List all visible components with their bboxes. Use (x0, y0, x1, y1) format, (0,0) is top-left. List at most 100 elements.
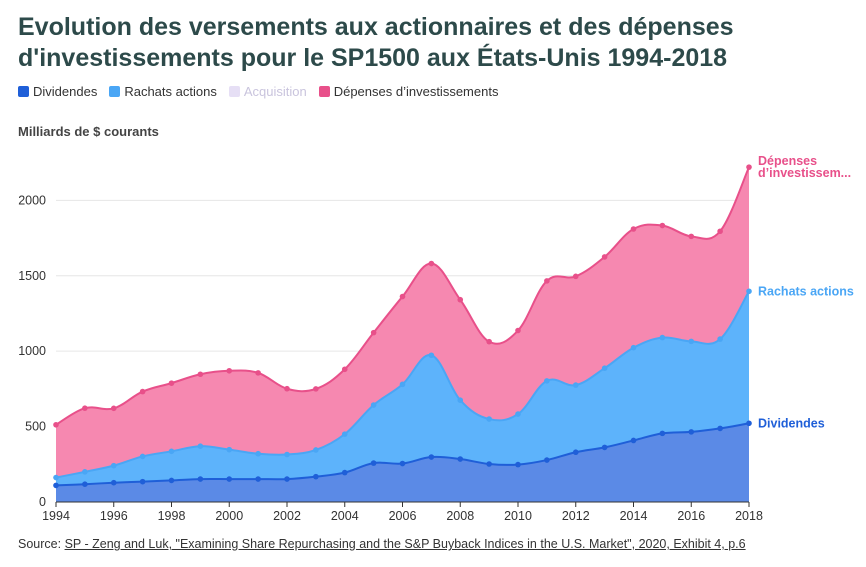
data-point (341, 431, 348, 437)
data-point (746, 420, 752, 427)
data-point (82, 481, 88, 488)
x-tick-label: 2004 (331, 509, 359, 523)
data-point (544, 457, 550, 463)
x-tick-label: 2002 (273, 509, 301, 523)
data-point (82, 469, 88, 475)
x-tick-label: 2016 (677, 509, 705, 523)
x-tick-label: 1996 (100, 509, 128, 523)
data-point (255, 450, 261, 457)
legend: Dividendes Rachats actions Acquisition Dépe… (18, 84, 510, 99)
y-tick-label: 1000 (18, 344, 46, 358)
y-tick-label: 0 (39, 495, 46, 509)
data-point (139, 453, 146, 460)
data-point (746, 288, 752, 295)
data-point (313, 473, 319, 480)
end-label: Dépenses (758, 154, 817, 168)
data-point (428, 352, 435, 359)
data-point (197, 443, 204, 449)
data-point (515, 411, 521, 417)
data-point (428, 260, 435, 267)
area-rachats-actions (56, 291, 749, 502)
data-point (226, 367, 233, 374)
data-point (457, 397, 464, 403)
data-point (53, 421, 59, 428)
data-point (717, 425, 723, 432)
legend-label: Dépenses d’investissements (333, 84, 499, 99)
data-point (313, 386, 319, 392)
data-point (370, 460, 377, 466)
data-point (284, 385, 290, 392)
data-point (572, 449, 579, 456)
data-point (659, 222, 666, 229)
end-label: Dividendes (758, 416, 825, 430)
data-point (255, 370, 261, 376)
data-point (746, 164, 752, 170)
source-link[interactable]: SP - Zeng and Luk, "Examining Share Repu… (64, 537, 746, 551)
legend-swatch (18, 86, 29, 97)
data-point (688, 338, 695, 345)
y-tick-label: 2000 (18, 193, 46, 207)
data-point (399, 293, 406, 300)
x-tick-label: 2006 (389, 509, 417, 523)
data-point (110, 462, 117, 469)
legend-label: Rachats actions (124, 84, 217, 99)
data-point (168, 477, 175, 484)
legend-item-2[interactable]: Acquisition (228, 84, 307, 99)
x-tick-label: 2008 (446, 509, 474, 523)
data-point (717, 228, 723, 235)
x-tick-label: 2014 (620, 509, 648, 523)
data-point (197, 371, 204, 378)
data-point (572, 273, 579, 280)
data-point (659, 334, 666, 341)
chart-title: Evolution des versements aux actionnaire… (18, 13, 734, 72)
legend-label: Acquisition (243, 84, 307, 99)
data-point (515, 461, 521, 468)
data-point (630, 437, 637, 444)
x-tick-label: 2018 (735, 509, 763, 523)
source-note: Source: SP - Zeng and Luk, "Examining Sh… (18, 537, 746, 551)
data-point (630, 226, 637, 232)
data-point (601, 254, 608, 260)
legend-swatch (228, 86, 240, 97)
data-point (457, 456, 464, 462)
data-point (168, 448, 175, 455)
data-point (168, 380, 175, 386)
data-point (457, 296, 464, 303)
data-point (284, 476, 290, 482)
data-point (486, 416, 492, 422)
data-point (284, 451, 290, 458)
data-point (630, 344, 637, 351)
x-tick-label: 2000 (215, 509, 243, 523)
data-point (486, 461, 492, 467)
x-tick-label: 2012 (562, 509, 590, 523)
legend-item-1[interactable]: Rachats actions (109, 84, 217, 99)
legend-item-3[interactable]: Dépenses d’investissements (318, 84, 499, 99)
data-point (399, 381, 406, 388)
data-point (572, 382, 579, 388)
end-label: d’investissem... (758, 166, 851, 180)
data-point (82, 405, 88, 411)
data-point (226, 476, 233, 482)
legend-item-0[interactable]: Dividendes (18, 84, 97, 99)
x-tick-label: 1994 (42, 509, 70, 523)
data-point (53, 482, 59, 489)
data-point (515, 327, 521, 334)
data-point (139, 478, 146, 485)
data-point (341, 469, 348, 476)
data-point (370, 329, 377, 336)
data-point (53, 474, 59, 481)
legend-label: Dividendes (33, 84, 98, 99)
end-label: Rachats actions (758, 284, 854, 298)
data-point (313, 447, 319, 453)
legend-swatch (109, 86, 121, 97)
data-point (601, 444, 608, 451)
y-axis-caption: Milliards de $ courants (18, 124, 159, 139)
data-point (544, 378, 550, 384)
area-dividendes (56, 423, 749, 502)
data-point (659, 430, 666, 437)
data-point (226, 446, 233, 453)
data-point (197, 476, 204, 482)
data-point (110, 405, 117, 412)
x-tick-label: 1998 (158, 509, 186, 523)
data-point (255, 476, 261, 482)
